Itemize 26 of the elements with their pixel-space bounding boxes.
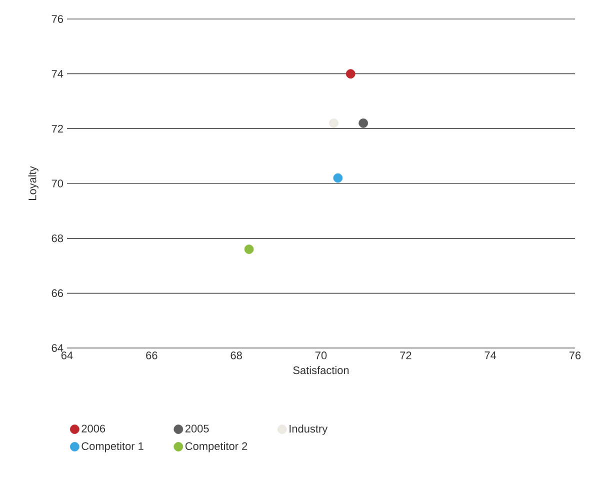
- point: [244, 244, 254, 254]
- point: [329, 118, 338, 128]
- y-axis-title: Loyalty: [28, 166, 38, 200]
- y-tick-label: 66: [52, 289, 63, 298]
- y-tick-label: 70: [52, 180, 64, 188]
- legend-label: Competitor 1: [82, 442, 144, 452]
- x-tick-label: 70: [315, 352, 327, 360]
- legend-label: Industry: [290, 424, 328, 435]
- y-tick-label: 68: [52, 234, 63, 242]
- point: [333, 173, 343, 183]
- x-tick-label: 72: [400, 352, 412, 360]
- y-tick-label: 76: [52, 15, 63, 23]
- x-tick-label: 66: [146, 352, 158, 360]
- x-tick-label: 68: [230, 352, 242, 360]
- point: [358, 118, 368, 128]
- legend-label: 2005: [185, 424, 209, 432]
- point: [346, 69, 356, 79]
- y-tick-label: 74: [52, 70, 64, 78]
- y-tick-label: 64: [52, 344, 64, 352]
- x-tick-label: 64: [61, 352, 73, 360]
- y-tick-label: 72: [52, 124, 63, 132]
- legend-label: 2006: [82, 424, 106, 432]
- x-axis-title: Satisfaction: [293, 366, 349, 374]
- x-tick-label: 76: [569, 352, 581, 360]
- legend-label: Competitor 2: [185, 442, 248, 452]
- x-tick-label: 74: [484, 352, 496, 360]
